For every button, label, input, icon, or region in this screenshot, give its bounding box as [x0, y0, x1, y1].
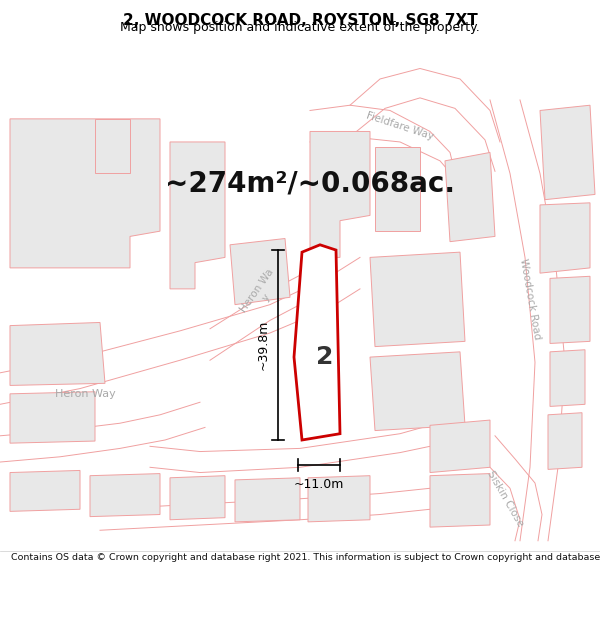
Text: Fieldfare Way: Fieldfare Way: [365, 111, 435, 142]
Polygon shape: [550, 276, 590, 344]
Text: ~39.8m: ~39.8m: [257, 320, 270, 370]
Polygon shape: [230, 239, 290, 304]
Polygon shape: [370, 352, 465, 431]
Text: ~11.0m: ~11.0m: [294, 478, 344, 491]
Polygon shape: [308, 476, 370, 522]
Polygon shape: [310, 131, 370, 258]
Polygon shape: [90, 474, 160, 517]
Text: Contains OS data © Crown copyright and database right 2021. This information is : Contains OS data © Crown copyright and d…: [11, 554, 600, 562]
Text: Heron Wa
y: Heron Wa y: [239, 268, 286, 321]
Polygon shape: [170, 142, 225, 289]
Polygon shape: [540, 203, 590, 273]
Polygon shape: [540, 105, 595, 199]
Polygon shape: [10, 119, 160, 268]
Text: 2: 2: [316, 345, 334, 369]
Text: Siskin Close: Siskin Close: [485, 469, 525, 529]
Text: ~274m²/~0.068ac.: ~274m²/~0.068ac.: [165, 170, 455, 198]
Polygon shape: [10, 322, 105, 386]
Text: Woodcock Road: Woodcock Road: [518, 258, 542, 341]
Polygon shape: [430, 474, 490, 527]
Polygon shape: [445, 152, 495, 242]
Text: Heron Way: Heron Way: [55, 389, 115, 399]
Polygon shape: [370, 252, 465, 347]
Text: Map shows position and indicative extent of the property.: Map shows position and indicative extent…: [120, 21, 480, 34]
Polygon shape: [170, 476, 225, 520]
Polygon shape: [10, 471, 80, 511]
Polygon shape: [10, 392, 95, 443]
Polygon shape: [235, 478, 300, 522]
Polygon shape: [430, 420, 490, 472]
Polygon shape: [550, 350, 585, 406]
Polygon shape: [375, 148, 420, 231]
Polygon shape: [548, 412, 582, 469]
Text: 2, WOODCOCK ROAD, ROYSTON, SG8 7XT: 2, WOODCOCK ROAD, ROYSTON, SG8 7XT: [122, 13, 478, 28]
Polygon shape: [294, 245, 340, 440]
Polygon shape: [95, 119, 130, 173]
